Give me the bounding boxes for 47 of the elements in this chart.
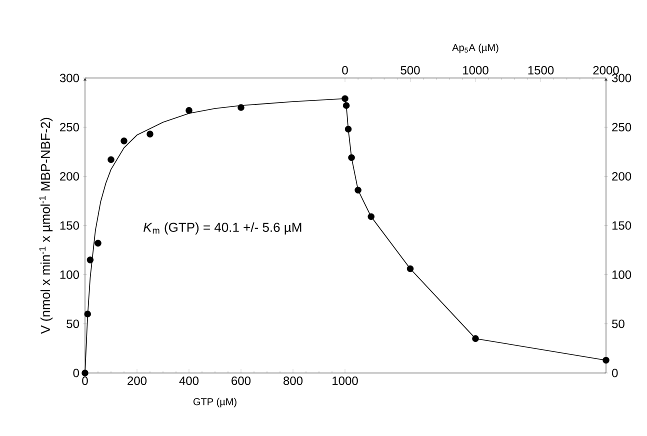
x-tick-label: 0 (82, 376, 88, 386)
x-tick-label: 500 (400, 66, 420, 74)
x-axis-title: GTP (µM) (193, 398, 236, 408)
point (84, 310, 91, 318)
point (238, 104, 244, 111)
x-tick-label: 600 (232, 376, 251, 386)
y-tick-label: 0 (73, 368, 80, 378)
y-tick-label: 200 (60, 172, 79, 181)
y-tick-label: 200 (612, 172, 632, 181)
x-tick-label: 1000 (332, 376, 358, 386)
y-tick-label: 150 (60, 221, 79, 230)
annotation: K$_{m}$ (GTP) = 40.1 +/- 5.6 µM (144, 222, 302, 235)
x-tick-label: 800 (284, 376, 303, 386)
point (348, 154, 355, 162)
point (108, 156, 114, 164)
x-tick-label: 2000 (593, 66, 619, 74)
y-tick-label: 300 (612, 74, 632, 82)
point (94, 240, 102, 247)
y-tick-label: 300 (60, 74, 79, 82)
point (186, 107, 192, 114)
x-tick-label: 1000 (463, 66, 488, 74)
x-tick-label: 200 (128, 376, 147, 386)
point (86, 256, 94, 264)
point (602, 356, 610, 364)
point (344, 126, 352, 133)
x-tick-label: 0 (342, 66, 348, 74)
point (342, 95, 348, 102)
y-tick-label: 250 (60, 122, 79, 132)
x-tick-label: 1500 (528, 66, 554, 74)
y-tick-label: 250 (612, 122, 632, 132)
x-tick-label: 400 (179, 376, 199, 386)
y-tick-label: 100 (60, 270, 79, 279)
y-axis-title: V (nmol x min$^{-1}$ x µmol$^{-1}$ MBP-NBF-2) (39, 118, 53, 334)
point (354, 186, 362, 194)
point (368, 213, 375, 220)
y-tick-label: 50 (612, 320, 624, 328)
point (82, 370, 88, 376)
point (120, 138, 128, 144)
y-tick-label: 0 (612, 368, 618, 378)
point (406, 265, 414, 272)
point (342, 102, 350, 109)
y-tick-label: 50 (66, 320, 80, 328)
point (146, 130, 154, 138)
y-tick-label: 100 (612, 270, 632, 279)
x-axis-title: Ap$_{5}$A (µM) (452, 44, 498, 54)
y-tick-label: 150 (612, 221, 632, 230)
point (472, 335, 479, 342)
